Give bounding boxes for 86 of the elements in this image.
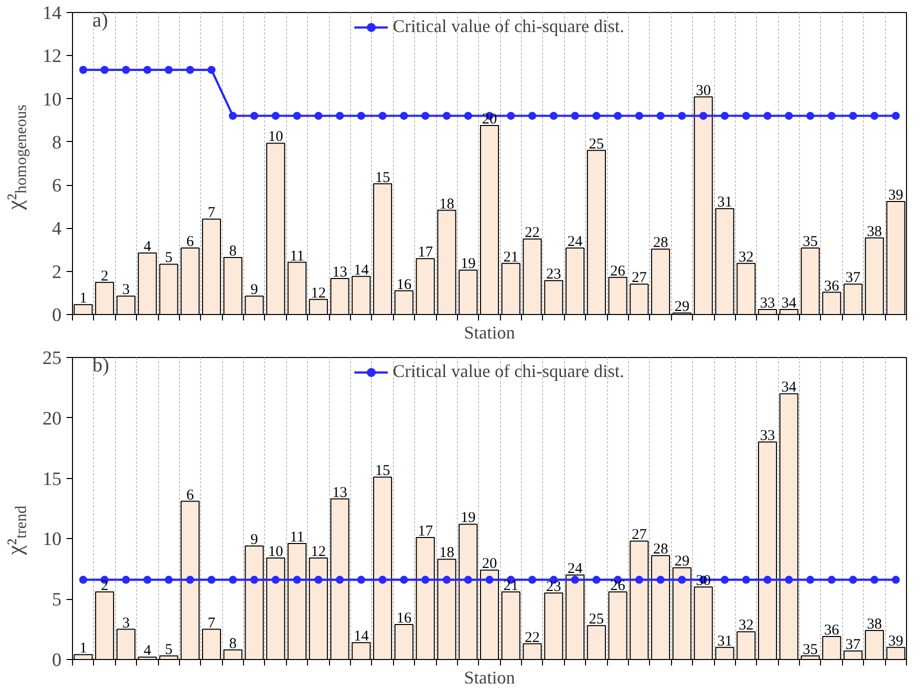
legend-label: Critical value of chi-square dist. bbox=[392, 361, 624, 382]
x-tick-label: 29 bbox=[674, 298, 690, 315]
category-label: 14 bbox=[354, 628, 369, 645]
category-label: 33 bbox=[760, 428, 775, 444]
y-tick-label: 10 bbox=[42, 89, 62, 110]
x-tick-label: 22 bbox=[524, 225, 540, 241]
category-label: 12 bbox=[310, 544, 326, 560]
x-tick-label: 9 bbox=[250, 282, 258, 298]
category-label: 38 bbox=[866, 616, 882, 633]
category-label: 31 bbox=[717, 633, 732, 650]
x-tick-label: 31 bbox=[717, 194, 732, 211]
category-label: 37 bbox=[846, 637, 861, 654]
category-label: 23 bbox=[546, 579, 562, 596]
y-tick-label: 12 bbox=[42, 46, 62, 68]
y-tick-label: 14 bbox=[42, 3, 62, 24]
category-label: 15 bbox=[375, 463, 390, 480]
category-label: 25 bbox=[588, 612, 604, 628]
x-tick-label: 5 bbox=[164, 250, 172, 266]
category-label: 39 bbox=[888, 633, 904, 650]
category-label: 19 bbox=[460, 510, 476, 526]
category-label: 36 bbox=[824, 622, 840, 639]
x-tick-label: 2 bbox=[100, 268, 108, 284]
annotation: b) bbox=[92, 354, 110, 376]
category-label: 21 bbox=[503, 578, 518, 594]
category-label: 29 bbox=[674, 554, 690, 570]
category-label: 35 bbox=[802, 642, 818, 658]
x-tick-label: 27 bbox=[632, 270, 648, 286]
x-tick-label: 3 bbox=[122, 282, 130, 298]
y-tick-label: 0 bbox=[52, 650, 62, 671]
category-label: 9 bbox=[250, 532, 258, 548]
category-label: 13 bbox=[332, 484, 348, 501]
x-tick-label: 8 bbox=[229, 244, 237, 260]
category-label: 4 bbox=[144, 643, 152, 660]
x-tick-label: 28 bbox=[653, 235, 668, 252]
legend-label: Critical value of chi-square dist. bbox=[392, 16, 624, 37]
x-tick-label: 26 bbox=[610, 263, 626, 280]
x-tick-label: 4 bbox=[144, 239, 152, 256]
category-label: 17 bbox=[418, 523, 433, 540]
category-label: 5 bbox=[164, 642, 172, 658]
category-label: 18 bbox=[439, 545, 454, 562]
category-label: 32 bbox=[738, 618, 754, 634]
x-tick-label: 32 bbox=[738, 249, 754, 266]
x-tick-label: 35 bbox=[802, 234, 818, 250]
category-label: 7 bbox=[208, 615, 216, 632]
x-tick-label: 14 bbox=[354, 262, 370, 278]
y-tick-label: 20 bbox=[42, 408, 62, 430]
y-tick-label: 10 bbox=[42, 529, 62, 550]
x-tick-label: 21 bbox=[503, 249, 518, 266]
x-tick-label: 11 bbox=[290, 248, 304, 264]
category-label: 16 bbox=[396, 610, 412, 626]
x-tick-label: 13 bbox=[332, 264, 348, 280]
x-tick-label: 23 bbox=[546, 266, 562, 283]
x-tick-label: 12 bbox=[310, 285, 326, 302]
y-tick-label: 5 bbox=[52, 590, 62, 611]
x-axis-title: Station bbox=[464, 322, 516, 342]
x-tick-label: 39 bbox=[888, 187, 904, 204]
category-label: 26 bbox=[610, 578, 626, 594]
y-tick-label: 0 bbox=[52, 305, 62, 326]
category-label: 6 bbox=[186, 487, 194, 504]
x-tick-label: 37 bbox=[846, 270, 862, 286]
category-label: 10 bbox=[268, 544, 284, 560]
y-axis-title: χ²trend bbox=[2, 506, 30, 556]
x-tick-label: 24 bbox=[568, 234, 584, 250]
x-tick-label: 33 bbox=[760, 296, 775, 312]
x-tick-label: 6 bbox=[186, 234, 194, 250]
category-label: 28 bbox=[653, 542, 668, 558]
x-tick-label: 17 bbox=[418, 244, 434, 261]
category-label: 11 bbox=[290, 530, 304, 546]
x-tick-label: 18 bbox=[439, 196, 454, 212]
category-label: 22 bbox=[524, 630, 540, 646]
y-tick-label: 25 bbox=[42, 348, 62, 369]
category-label: 27 bbox=[632, 527, 647, 544]
y-tick-label: 15 bbox=[42, 468, 62, 490]
category-label: 8 bbox=[229, 636, 237, 652]
x-tick-label: 36 bbox=[824, 278, 840, 294]
x-tick-label: 16 bbox=[396, 276, 412, 293]
x-axis-title: Station bbox=[464, 668, 516, 688]
category-label: 20 bbox=[482, 556, 497, 572]
y-axis-title: χ²homogeneous bbox=[2, 104, 30, 211]
category-label: 24 bbox=[568, 560, 583, 577]
x-tick-label: 34 bbox=[781, 296, 797, 312]
annotation: a) bbox=[92, 10, 108, 32]
x-tick-label: 1 bbox=[79, 290, 87, 307]
category-label: 1 bbox=[79, 640, 87, 657]
category-label: 34 bbox=[781, 380, 796, 396]
x-tick-label: 19 bbox=[460, 256, 476, 272]
